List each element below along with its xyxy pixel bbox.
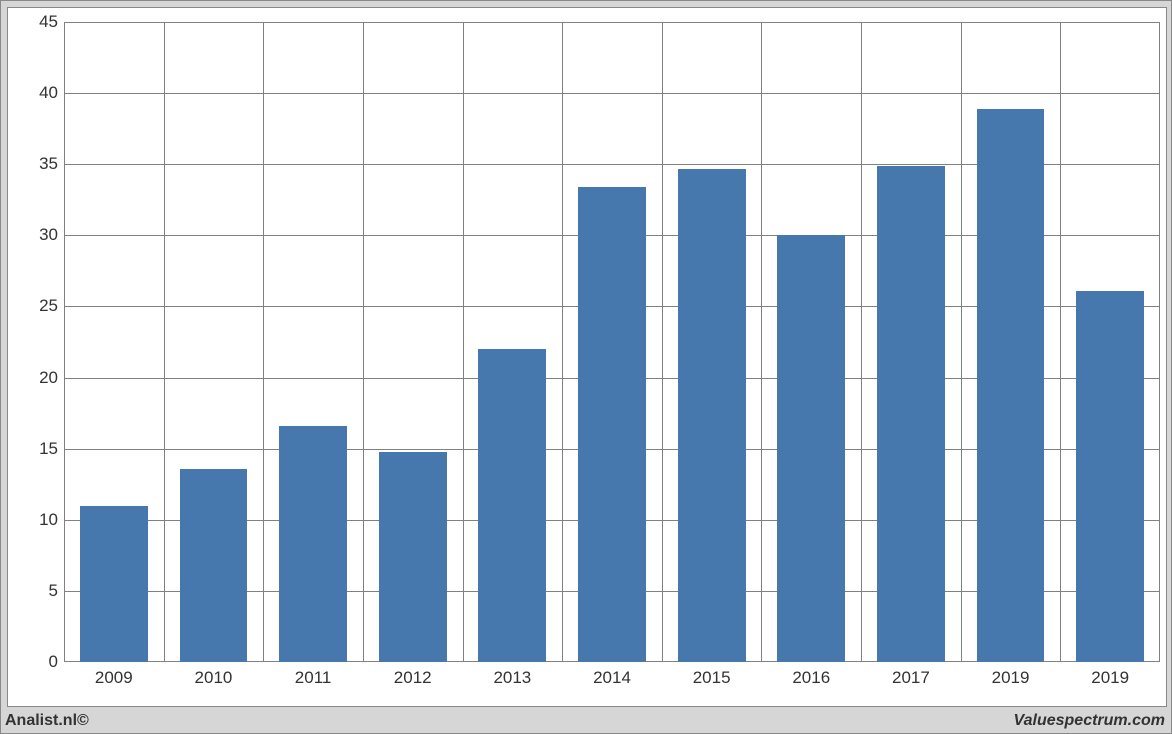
bar: [1076, 291, 1144, 662]
grid-line-v: [1060, 22, 1061, 662]
grid-line-v: [861, 22, 862, 662]
grid-line-v: [263, 22, 264, 662]
x-tick-label: 2014: [593, 668, 631, 688]
grid-line-v: [662, 22, 663, 662]
bar: [80, 506, 148, 662]
bar: [279, 426, 347, 662]
y-tick-label: 25: [18, 296, 58, 316]
plot-area: [64, 22, 1160, 662]
y-tick-label: 10: [18, 510, 58, 530]
y-tick-label: 30: [18, 225, 58, 245]
x-tick-label: 2012: [394, 668, 432, 688]
bar: [977, 109, 1045, 662]
y-tick-label: 45: [18, 12, 58, 32]
y-tick-label: 15: [18, 439, 58, 459]
y-tick-label: 0: [18, 652, 58, 672]
x-tick-label: 2015: [693, 668, 731, 688]
grid-line-v: [761, 22, 762, 662]
bar: [379, 452, 447, 662]
x-tick-label: 2011: [295, 668, 332, 688]
x-tick-label: 2019: [1091, 668, 1129, 688]
x-tick-label: 2017: [892, 668, 930, 688]
chart-panel: 0 5 10 15 20 25 30 35 40 45 2009 2010 2011 2012 2013 2…: [7, 7, 1167, 707]
footer-left-label: Analist.nl©: [5, 712, 89, 730]
x-tick-label: 2010: [195, 668, 233, 688]
bar: [777, 235, 845, 662]
y-tick-label: 35: [18, 154, 58, 174]
bar: [877, 166, 945, 662]
bar: [678, 169, 746, 663]
grid-line-h: [64, 93, 1160, 94]
grid-line-v: [562, 22, 563, 662]
y-tick-label: 5: [18, 581, 58, 601]
x-tick-label: 2016: [792, 668, 830, 688]
y-tick-label: 40: [18, 83, 58, 103]
bar: [478, 349, 546, 662]
chart-frame: 0 5 10 15 20 25 30 35 40 45 2009 2010 2011 2012 2013 2…: [0, 0, 1172, 734]
y-tick-label: 20: [18, 368, 58, 388]
grid-line-v: [164, 22, 165, 662]
grid-line-v: [463, 22, 464, 662]
x-tick-label: 2009: [95, 668, 133, 688]
footer-right-label: Valuespectrum.com: [1014, 712, 1165, 730]
bar: [180, 469, 248, 662]
bar: [578, 187, 646, 662]
x-tick-label: 2013: [493, 668, 531, 688]
grid-line-v: [961, 22, 962, 662]
x-tick-label: 2019: [992, 668, 1030, 688]
grid-line-v: [363, 22, 364, 662]
